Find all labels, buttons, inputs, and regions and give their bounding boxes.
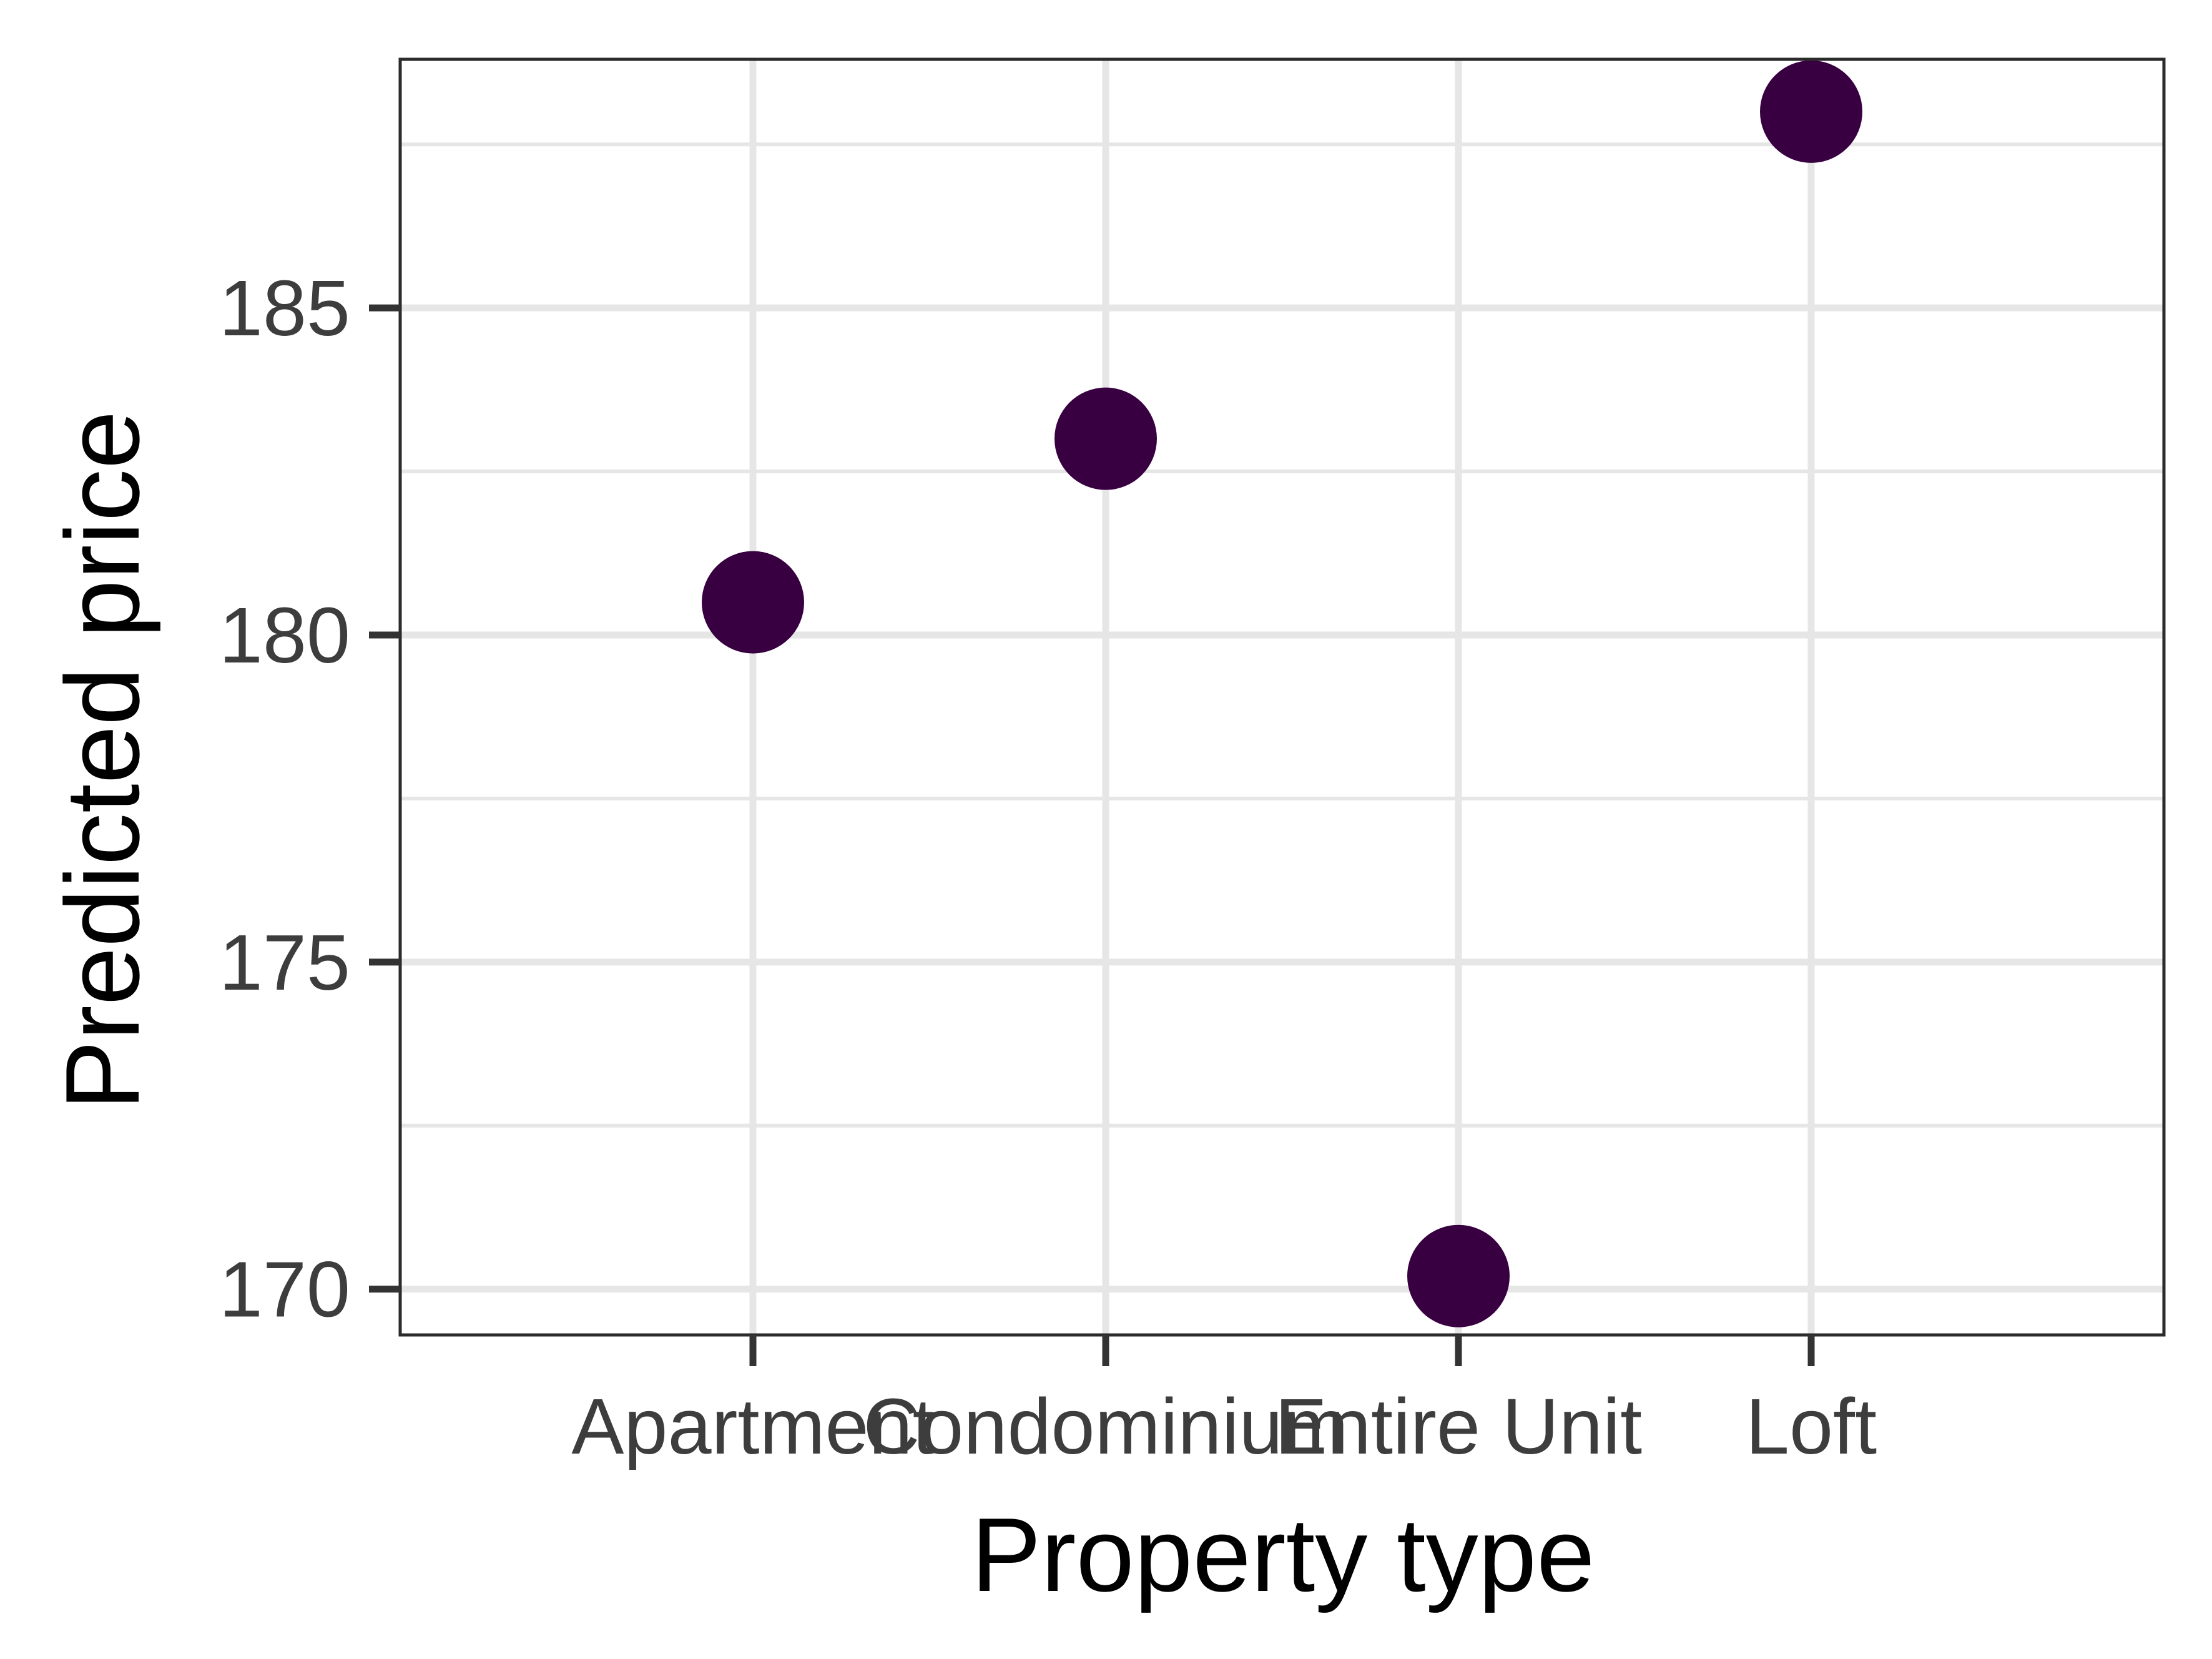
y-axis-title: Predicted price — [44, 411, 161, 1111]
data-points — [702, 60, 1862, 1327]
x-tick-label: Condominium — [863, 1382, 1348, 1470]
minor-gridlines — [400, 142, 2164, 1128]
data-point-apartment — [702, 551, 804, 654]
panel-border — [398, 57, 2166, 1337]
y-axis: 170 175 180 185 — [219, 264, 400, 1334]
y-tick-label: 175 — [219, 918, 350, 1007]
data-point-entire-unit — [1407, 1224, 1510, 1327]
data-point-loft — [1760, 60, 1862, 163]
x-tick-label: Entire Unit — [1275, 1382, 1642, 1470]
major-gridlines — [400, 59, 2164, 1335]
x-tick-label: Apartment — [571, 1382, 934, 1470]
y-tick-label: 185 — [219, 264, 350, 352]
x-axis-title: Property type — [971, 1496, 1595, 1613]
data-point-condominium — [1054, 387, 1157, 490]
y-tick-label: 170 — [219, 1246, 350, 1334]
y-tick-label: 180 — [219, 591, 350, 679]
x-tick-label: Loft — [1746, 1382, 1877, 1470]
